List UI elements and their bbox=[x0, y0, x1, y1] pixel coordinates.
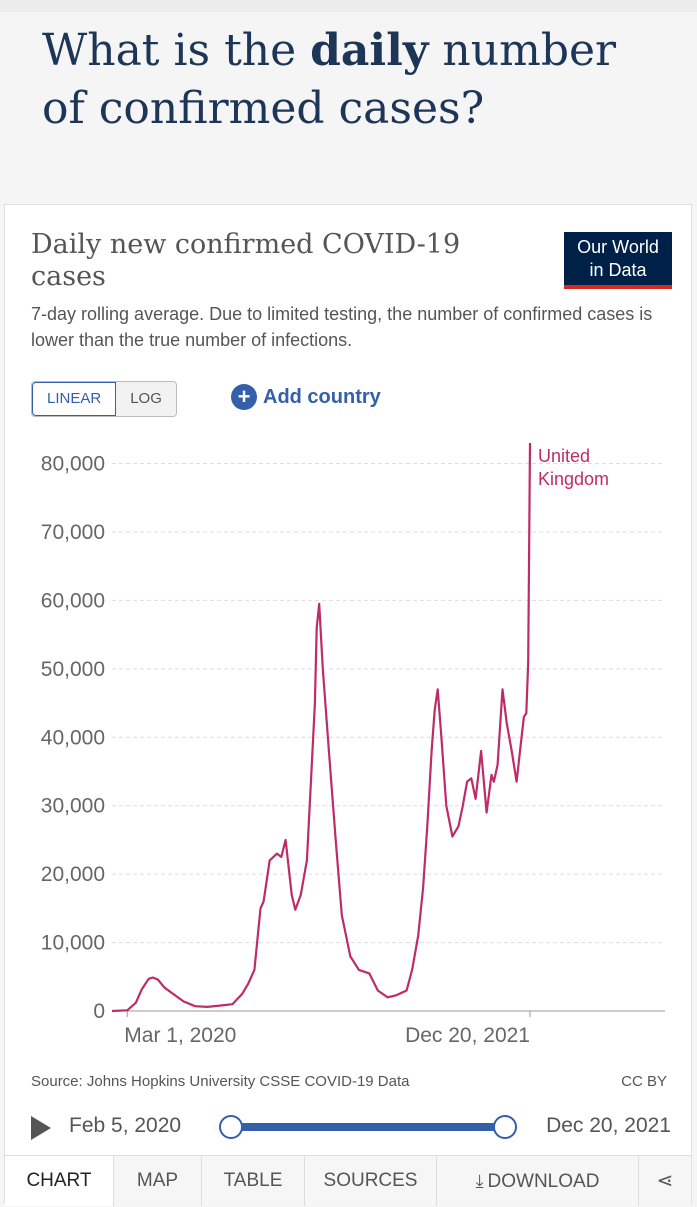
share-button[interactable]: ⋖ bbox=[638, 1156, 691, 1206]
scale-toggle: LINEAR LOG bbox=[31, 381, 177, 417]
timeline-end-handle[interactable] bbox=[493, 1115, 517, 1139]
series-line-united-kingdom bbox=[111, 442, 532, 1013]
license-link[interactable]: CC BY bbox=[621, 1073, 667, 1090]
tab-sources[interactable]: SOURCES bbox=[304, 1156, 436, 1206]
timeline-start-handle[interactable] bbox=[219, 1115, 243, 1139]
line-chart: 0 10,000 20,000 30,000 40,000 50,000 60,000 70,… bbox=[41, 442, 665, 1047]
series-label: Kingdom bbox=[538, 469, 609, 489]
owid-logo[interactable]: Our World in Data bbox=[564, 232, 672, 289]
y-tick-label: 40,000 bbox=[41, 726, 105, 749]
add-country-button[interactable]: + Add country bbox=[231, 382, 381, 412]
tab-table[interactable]: TABLE bbox=[201, 1156, 304, 1206]
y-tick-labels: 0 10,000 20,000 30,000 40,000 50,000 60,000 70,… bbox=[41, 453, 105, 1023]
chart-title: Daily new confirmed COVID-19 cases bbox=[31, 229, 461, 292]
chart-card: Daily new confirmed COVID-19 cases Our W… bbox=[4, 204, 692, 1206]
x-tick-label: Mar 1, 2020 bbox=[124, 1024, 236, 1047]
top-strip bbox=[0, 0, 697, 12]
series-label: United bbox=[538, 446, 590, 466]
y-tick-label: 20,000 bbox=[41, 863, 105, 886]
y-tick-label: 70,000 bbox=[41, 521, 105, 544]
timeline: Feb 5, 2020 Dec 20, 2021 bbox=[31, 1108, 671, 1148]
play-icon[interactable] bbox=[31, 1116, 51, 1140]
timeline-end-label: Dec 20, 2021 bbox=[546, 1114, 671, 1137]
logo-line2: in Data bbox=[589, 260, 647, 280]
source-note: Source: Johns Hopkins University CSSE CO… bbox=[31, 1073, 410, 1090]
tab-map[interactable]: MAP bbox=[113, 1156, 201, 1206]
y-tick-label: 80,000 bbox=[41, 453, 105, 476]
plus-circle-icon: + bbox=[231, 384, 257, 410]
headline-prefix: What is the bbox=[42, 25, 311, 76]
headline-bold: daily bbox=[310, 25, 429, 76]
y-tick-label: 0 bbox=[93, 1000, 105, 1023]
series-labels: United Kingdom bbox=[538, 446, 609, 489]
download-icon: ⤓ bbox=[475, 1171, 484, 1191]
timeline-start-label: Feb 5, 2020 bbox=[69, 1114, 182, 1137]
share-icon: ⋖ bbox=[656, 1170, 674, 1192]
tab-bar: CHART MAP TABLE SOURCES ⤓ DOWNLOAD ⋖ bbox=[5, 1155, 691, 1206]
timeline-track[interactable] bbox=[227, 1123, 505, 1131]
log-scale-button[interactable]: LOG bbox=[116, 382, 176, 416]
tab-chart[interactable]: CHART bbox=[5, 1156, 113, 1206]
add-country-label: Add country bbox=[263, 385, 381, 408]
chart-subtitle: 7-day rolling average. Due to limited te… bbox=[31, 304, 653, 350]
y-tick-label: 30,000 bbox=[41, 795, 105, 818]
linear-scale-button[interactable]: LINEAR bbox=[32, 382, 117, 416]
x-tick-label: Dec 20, 2021 bbox=[405, 1024, 530, 1047]
tab-download-label: DOWNLOAD bbox=[487, 1171, 600, 1192]
x-tick-labels: Mar 1, 2020 Dec 20, 2021 bbox=[124, 1011, 531, 1047]
y-tick-label: 60,000 bbox=[41, 589, 105, 612]
y-tick-label: 50,000 bbox=[41, 658, 105, 681]
series-layer bbox=[111, 442, 532, 1013]
logo-line1: Our World bbox=[577, 237, 659, 257]
tab-download[interactable]: ⤓ DOWNLOAD bbox=[436, 1156, 638, 1206]
grid-layer bbox=[112, 463, 665, 1012]
headline-suffix: number of confirmed cases? bbox=[42, 25, 617, 134]
y-tick-label: 10,000 bbox=[41, 932, 105, 955]
page-headline: What is the daily number of confirmed ca… bbox=[42, 22, 672, 138]
